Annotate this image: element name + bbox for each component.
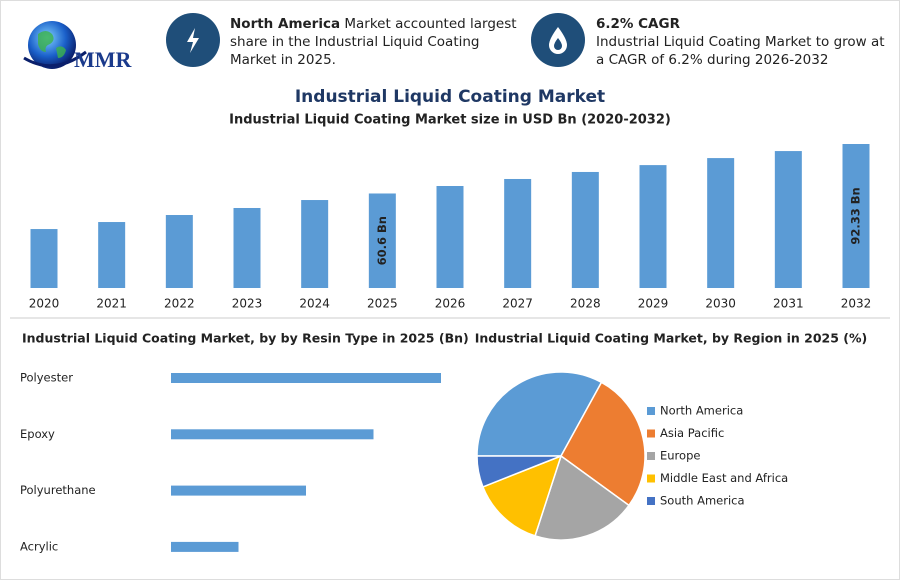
x-tick-label: 2029 [638, 297, 669, 311]
logo-text: MMR [74, 47, 133, 72]
legend-label: North America [660, 404, 743, 418]
x-tick-label: 2031 [773, 297, 804, 311]
value-label: 60.6 Bn [375, 216, 389, 265]
x-tick-label: 2021 [96, 297, 127, 311]
x-tick-label: 2025 [367, 297, 398, 311]
chart-title: Industrial Liquid Coating Market size in… [229, 113, 671, 128]
legend-label: Europe [660, 449, 700, 463]
highlight-text: Market accounted largest share in the In… [230, 16, 517, 68]
category-label: Polyurethane [20, 483, 96, 497]
legend-swatch [647, 497, 655, 505]
x-tick-label: 2030 [705, 297, 736, 311]
logo: MMR [23, 21, 133, 72]
legend-label: Middle East and Africa [660, 471, 788, 485]
x-tick-label: 2027 [502, 297, 533, 311]
category-label: Acrylic [20, 539, 58, 553]
value-label: 92.33 Bn [849, 187, 863, 244]
highlight-text: Industrial Liquid Coating Market to grow… [596, 34, 885, 68]
category-label: Polyester [20, 371, 73, 385]
highlight: 6.2% CAGR Industrial Liquid Coating Marke… [596, 15, 886, 69]
category-label: Epoxy [20, 427, 55, 441]
bar [171, 541, 239, 552]
legend-swatch [647, 452, 655, 460]
pie-slice [481, 454, 563, 537]
bar [842, 144, 870, 288]
bar [571, 171, 599, 288]
bar [639, 165, 667, 288]
highlight: North America Market accounted largest s… [230, 15, 530, 69]
x-tick-label: 2020 [29, 297, 60, 311]
x-tick-label: 2028 [570, 297, 601, 311]
x-tick-label: 2032 [841, 297, 872, 311]
pie-slice [476, 371, 603, 457]
bar [171, 485, 306, 496]
chart-title: Industrial Liquid Coating Market, by by … [22, 331, 469, 346]
pie-slice [560, 381, 646, 507]
legend-swatch [647, 474, 655, 483]
bar [165, 215, 193, 288]
bar [171, 373, 441, 383]
bar [436, 186, 464, 288]
bar [98, 222, 126, 288]
bar [171, 429, 374, 440]
legend-label: Asia Pacific [660, 426, 724, 440]
bar [301, 200, 329, 288]
bar [368, 193, 396, 288]
bar [30, 229, 58, 288]
highlight-title: North America [230, 16, 341, 32]
x-tick-label: 2023 [232, 297, 263, 311]
pie-slice [476, 455, 562, 488]
chart-title: Industrial Liquid Coating Market, by Reg… [475, 331, 868, 346]
bar [233, 207, 261, 288]
icon-lightning [166, 13, 220, 67]
main-title: Industrial Liquid Coating Market [295, 87, 605, 107]
bar [504, 178, 532, 288]
legend-label: South America [660, 494, 745, 508]
icon-drop [531, 13, 585, 67]
legend-swatch [647, 429, 655, 438]
pie-slice [534, 454, 631, 541]
x-tick-label: 2022 [164, 297, 195, 311]
x-tick-label: 2024 [299, 297, 330, 311]
bar [774, 151, 802, 288]
bar [707, 158, 735, 288]
x-tick-label: 2026 [435, 297, 466, 311]
legend-swatch [647, 407, 655, 415]
highlight-title: 6.2% CAGR [596, 16, 680, 32]
